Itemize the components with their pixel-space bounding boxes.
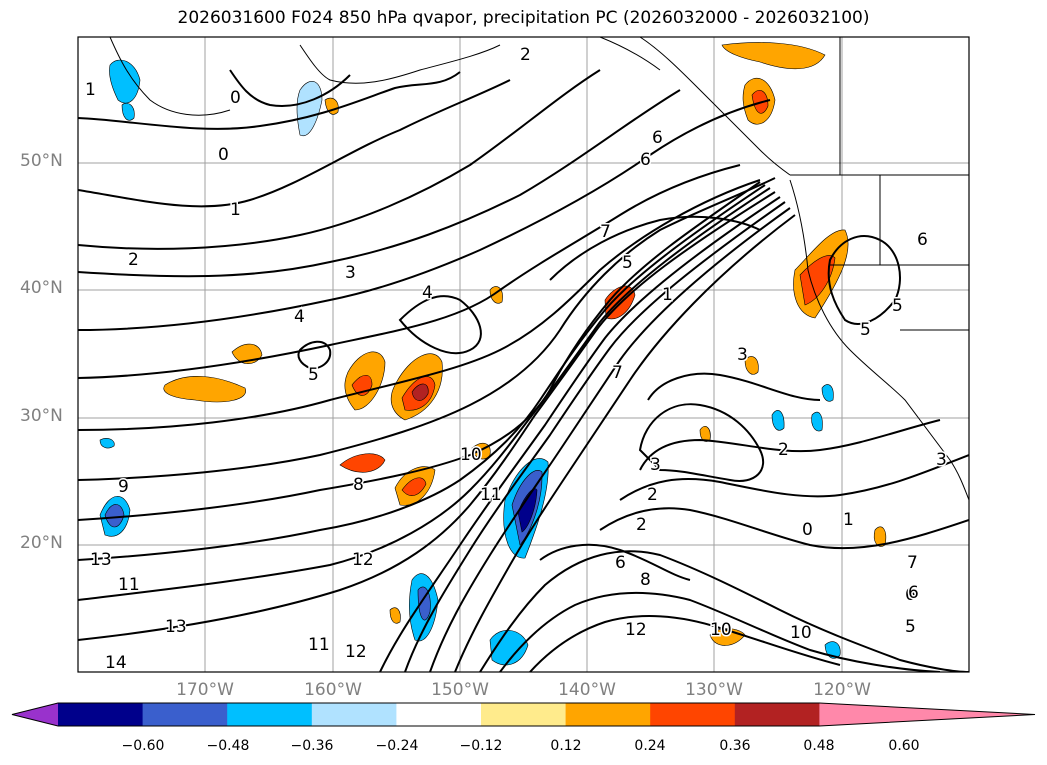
colorbar-bin [227,703,313,726]
contour-label: 7 [600,222,611,242]
contour-label: 12 [352,550,374,570]
contour-label: 7 [907,553,918,573]
contour-label: 1 [843,510,854,530]
contour-label: 0 [802,520,813,540]
contour-label: 6 [615,553,626,573]
contour-label: 3 [936,450,947,470]
contour-label: 5 [308,365,319,385]
lon-label: 120°W [813,680,871,700]
colorbar-outline [11,702,1036,727]
contour-label: 10 [710,620,732,640]
lat-label: 30°N [20,406,63,426]
contour-label: 9 [118,477,129,497]
contour-label: 3 [737,345,748,365]
colorbar-tick-label: −0.36 [290,738,334,754]
contour-label: 2 [647,485,658,505]
contour-label: 13 [90,550,112,570]
map-title: 2026031600 F024 850 hPa qvapor, precipit… [177,8,870,28]
colorbar-tick-label: 0.12 [550,738,582,754]
colorbar-tick-label: −0.24 [375,738,419,754]
contour-label: 3 [650,455,661,475]
colorbar-tick-label: −0.12 [459,738,503,754]
colorbar-tick-label: −0.60 [121,738,165,754]
contour-label: 11 [480,485,502,505]
contour-label: 11 [118,575,140,595]
contour-label: 12 [345,642,367,662]
contour-label: 1 [662,285,673,305]
contour-label: 2 [778,440,789,460]
colorbar-bin [734,703,820,726]
contour-label: 14 [105,653,127,673]
lat-label: 40°N [20,278,63,298]
contour-label: 5 [905,617,916,637]
colorbar-bin [396,703,482,726]
contour-label: 7 [612,363,623,383]
colorbar-bin [565,703,651,726]
contour-label: 5 [892,296,903,316]
contour-label: 0 [230,88,241,108]
colorbar-bin [58,703,144,726]
humidity-contours [78,69,969,672]
lon-label: 170°W [176,680,234,700]
colorbar-extend-high [819,703,1035,726]
colorbar [11,702,1036,727]
contour-label: 6 [917,230,928,250]
contour-label: 4 [422,283,433,303]
lon-label: 150°W [431,680,489,700]
contour-label: 10 [790,623,812,643]
contour-label: 4 [294,307,305,327]
coastlines [109,37,969,501]
colorbar-extend-low [12,703,58,726]
lat-label: 50°N [20,151,63,171]
lon-label: 160°W [304,680,362,700]
contour-label: 6 [905,585,916,605]
contour-label: 2 [520,45,531,65]
contour-label: 13 [165,617,187,637]
colorbar-tick-label: −0.48 [206,738,250,754]
contour-label: 2 [128,250,139,270]
colorbar-bin [142,703,228,726]
contour-label: 5 [622,253,633,273]
colorbar-tick-label: 0.48 [803,738,835,754]
lon-label: 140°W [558,680,616,700]
colorbar-tick-label: 0.24 [634,738,666,754]
colorbar-bin [650,703,736,726]
contour-label: 5 [860,320,871,340]
lat-label: 20°N [20,533,63,553]
contour-label: 12 [625,620,647,640]
contour-label: 11 [308,635,330,655]
contour-label: 10 [460,445,482,465]
contour-label: 0 [218,145,229,165]
contour-label: 6 [652,128,663,148]
contour-label: 6 [908,583,919,603]
contour-label: 1 [230,200,241,220]
colorbar-bin [481,703,567,726]
map-frame [77,36,970,673]
contour-label: 6 [640,150,651,170]
contour-label: 3 [345,263,356,283]
map-panel [78,37,969,672]
colorbar-tick-label: 0.36 [719,738,751,754]
lon-label: 130°W [685,680,743,700]
contour-label: 2 [636,515,647,535]
contour-label: 8 [353,475,364,495]
colorbar-tick-label: 0.60 [888,738,920,754]
colorbar-bin [311,703,397,726]
contour-label: 8 [640,570,651,590]
contour-label: 1 [85,80,96,100]
